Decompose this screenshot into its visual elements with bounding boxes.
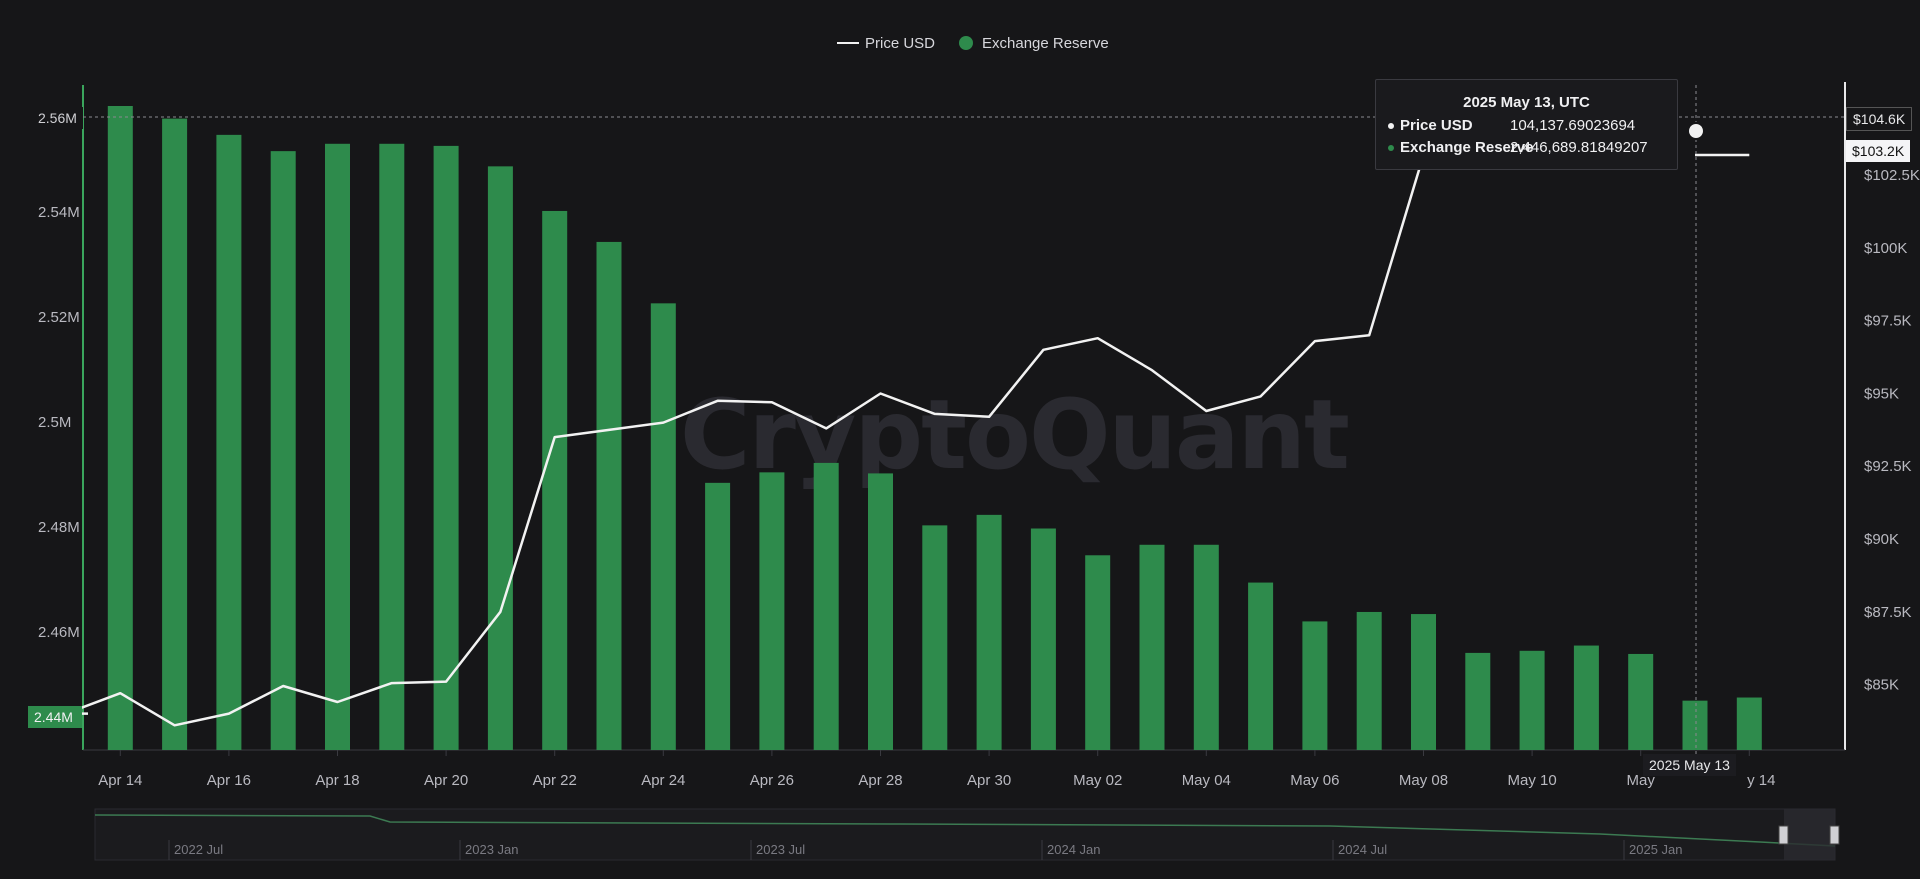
y-right-tick-label: $102.5K [1864,167,1920,184]
reserve-bar [922,525,948,750]
y-right-tick-label: $92.5K [1864,458,1912,475]
reserve-bar [107,105,133,750]
tooltip: 2025 May 13, UTC Price USD 104,137.69023… [1375,79,1678,170]
reserve-bar [433,145,459,750]
y-right-ticks: $85K $87.5K $90K $92.5K $95K $97.5K $100K $102.… [1864,167,1920,693]
x-tick-label: Apr 14 [98,772,142,789]
reserve-bar [1411,614,1436,750]
y-right-tick-label: $100K [1864,240,1907,257]
crosshair-left-flag: 2.56M [32,107,83,129]
legend[interactable]: Price USD Exchange Reserve [837,35,1109,52]
reserve-bar [813,462,839,750]
tooltip-price-dot [1388,123,1394,130]
navigator-label: 2024 Jul [1338,842,1387,857]
reserve-bar [487,166,513,751]
x-ticks: Apr 14 Apr 16 Apr 18 Apr 20 Apr 22 Apr 24 Apr … [98,750,1775,789]
legend-reserve-label[interactable]: Exchange Reserve [982,35,1109,52]
tooltip-reserve-label: Exchange Reserve [1400,139,1534,156]
tooltip-price-row: Price USD 104,137.69023694 [1388,117,1665,137]
left-axis-min-flag: 2.44M [28,706,82,728]
y-right-tick-label: $95K [1864,385,1899,402]
reserve-bar [759,472,785,750]
x-tick-label: May [1627,772,1656,789]
reserve-bars [107,105,1762,751]
navigator-frame[interactable] [94,808,1836,861]
y-right-tick-label: $85K [1864,677,1899,694]
reserve-bar [1519,650,1545,750]
y-left-tick-label: 2.54M [38,204,80,221]
y-right-tick-label: $87.5K [1864,604,1912,621]
reserve-bar [596,241,622,750]
y-right-tick-label: $90K [1864,531,1899,548]
x-tick-label: May 08 [1399,772,1448,789]
navigator-label: 2023 Jan [465,842,519,857]
y-left-tick-label: 2.5M [38,414,71,431]
navigator-handle-right[interactable] [1829,825,1840,845]
x-tick-label: Apr 28 [858,772,902,789]
reserve-bar [325,143,350,750]
reserve-bar [542,210,568,750]
reserve-bar [1030,528,1056,750]
watermark-text: CryptoQuant [680,379,1348,491]
crosshair-right-flag: $104.6K [1846,107,1913,131]
legend-reserve-swatch [959,36,973,50]
y-right-tick-label: $97.5K [1864,313,1912,330]
navigator-label: 2022 Jul [174,842,223,857]
navigator-label: 2025 Jan [1629,842,1683,857]
reserve-bar [1356,611,1382,750]
reserve-bar [976,514,1002,750]
legend-price-label[interactable]: Price USD [865,35,935,52]
x-tick-label: Apr 22 [533,772,577,789]
reserve-bar [216,134,242,750]
reserve-bar [1573,645,1599,750]
reserve-bar [1139,544,1165,750]
navigator[interactable]: 2022 Jul 2023 Jan 2023 Jul 2024 Jan 2024 Jul… [94,808,1840,861]
y-left-tick-label: 2.52M [38,309,80,326]
reserve-bar [868,473,893,750]
reserve-bar [650,303,676,750]
navigator-handle-left[interactable] [1778,825,1789,845]
reserve-bar [1465,652,1491,750]
y-left-tick-label: 2.48M [38,519,80,536]
x-tick-label: May 04 [1182,772,1231,789]
reserve-bar [1302,621,1328,750]
x-tick-label: May 10 [1507,772,1556,789]
navigator-label: 2023 Jul [756,842,805,857]
x-tick-label: Apr 16 [207,772,251,789]
x-tick-label: y 14 [1747,772,1775,789]
reserve-bar [270,151,296,751]
reserve-bar [1085,555,1111,750]
reserve-bar [705,482,731,750]
y-left-tick-label: 2.46M [38,624,80,641]
x-tick-label: Apr 20 [424,772,468,789]
reserve-bar [1248,582,1274,750]
tooltip-reserve-value: 2,446,689.81849207 [1510,139,1648,156]
tooltip-price-label: Price USD [1400,117,1473,134]
reserve-bar [1682,700,1708,750]
current-price-flag: $103.2K [1846,140,1911,162]
x-tick-label: Apr 30 [967,772,1011,789]
y-left-ticks: 2.46M 2.48M 2.5M 2.52M 2.54M [38,204,80,641]
reserve-bar [379,143,405,750]
tooltip-price-value: 104,137.69023694 [1510,117,1636,134]
x-tick-label: May 02 [1073,772,1122,789]
navigator-selection[interactable] [1784,809,1835,860]
tooltip-title: 2025 May 13, UTC [1463,94,1590,111]
reserve-bar [162,118,188,750]
x-tick-label: Apr 26 [750,772,794,789]
navigator-label: 2024 Jan [1047,842,1101,857]
crosshair-point[interactable] [1687,122,1705,140]
x-tick-label: May 06 [1290,772,1339,789]
x-tick-label: Apr 18 [315,772,359,789]
reserve-bar [1628,653,1654,750]
x-tick-label: Apr 24 [641,772,685,789]
tooltip-reserve-row: Exchange Reserve 2,446,689.81849207 [1388,139,1665,159]
tooltip-reserve-dot [1388,145,1394,152]
reserve-bar [1736,697,1762,750]
navigator-series [94,814,1836,847]
price-line [64,153,1750,727]
reserve-bar [1193,544,1219,750]
crosshair-date-flag: 2025 May 13 [1643,754,1736,776]
